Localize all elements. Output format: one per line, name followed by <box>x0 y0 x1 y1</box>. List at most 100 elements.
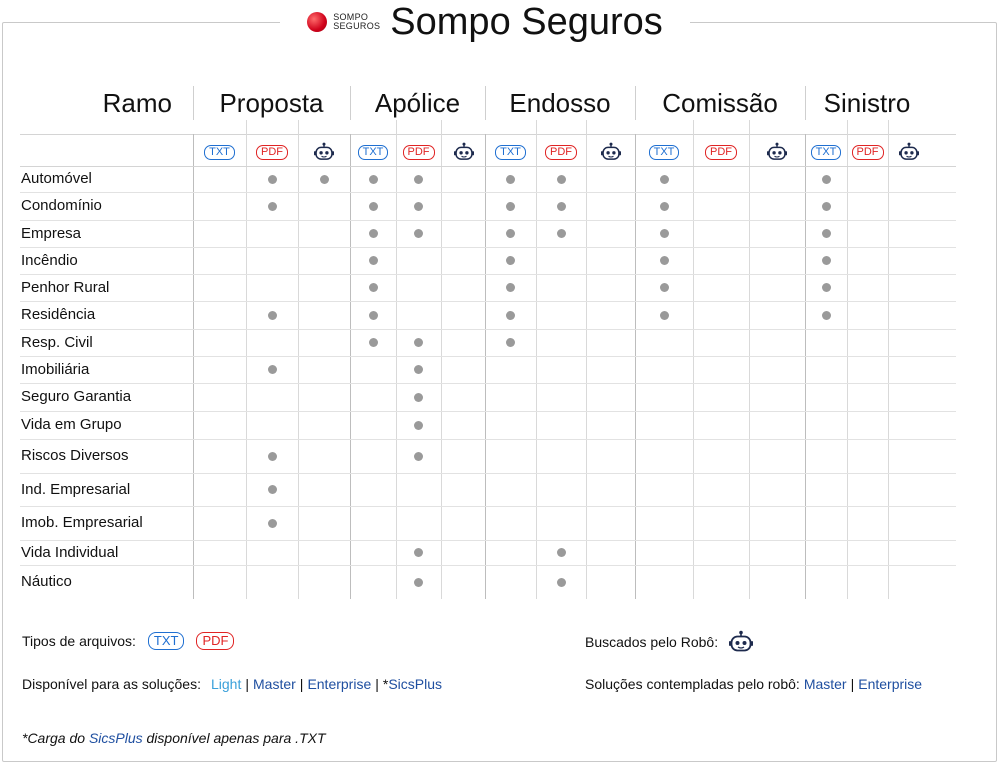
table-row: Automóvel <box>20 166 956 192</box>
availability-dot <box>368 283 378 292</box>
column-divider <box>635 134 636 599</box>
availability-dot <box>368 310 378 320</box>
logo-line1: SOMPO <box>333 12 369 22</box>
availability-dot <box>821 310 831 320</box>
availability-dot <box>506 201 515 211</box>
robot-icon <box>728 630 754 654</box>
availability-dot <box>556 548 566 557</box>
robot-solutions-legend: Soluções contempladas pelo robô: Master … <box>585 676 923 692</box>
row-label: Penhor Rural <box>21 278 110 296</box>
group-separator <box>805 86 806 120</box>
availability-dot <box>414 338 423 347</box>
pdf-column-badge: PDF <box>693 138 749 166</box>
availability-dot <box>556 229 566 238</box>
table-row: Imob. Empresarial <box>20 506 956 540</box>
column-divider <box>749 120 750 599</box>
availability-dot <box>368 229 378 238</box>
availability-dot <box>414 365 423 374</box>
availability-dot <box>368 201 378 211</box>
solutions-label: Disponível para as soluções: <box>22 676 201 692</box>
footnote: *Carga do SicsPlus disponível apenas par… <box>22 730 326 746</box>
table-row: Resp. Civil <box>20 329 956 356</box>
availability-dot <box>659 201 669 211</box>
page-header: SOMPO SEGUROS Sompo Seguros <box>280 0 690 44</box>
row-divider <box>20 565 956 566</box>
group-separator <box>485 86 486 120</box>
table-row: Riscos Diversos <box>20 439 956 473</box>
table-row: Incêndio <box>20 247 956 274</box>
row-divider <box>20 356 956 357</box>
robot-legend-label: Buscados pelo Robô: <box>585 634 719 650</box>
solution-sicsplus: SicsPlus <box>388 676 443 692</box>
row-label: Riscos Diversos <box>21 447 129 464</box>
robot-legend: Buscados pelo Robô: <box>585 630 754 654</box>
txt-column-badge: TXT <box>635 138 693 166</box>
group-header-2: Endosso <box>509 88 611 118</box>
row-divider <box>20 329 956 330</box>
group-separator <box>635 86 636 120</box>
availability-dot <box>659 310 669 320</box>
row-divider <box>20 506 956 507</box>
table-row: Vida em Grupo <box>20 411 956 439</box>
availability-dot <box>267 201 277 211</box>
table-row: Penhor Rural <box>20 274 956 301</box>
table-row: Náutico <box>20 565 956 599</box>
availability-dot <box>267 485 277 494</box>
row-divider <box>20 473 956 474</box>
pdf-column-badge: PDF <box>536 138 586 166</box>
availability-dot <box>414 577 423 587</box>
table-row: Seguro Garantia <box>20 383 956 411</box>
availability-dot <box>267 310 277 320</box>
robot-icon <box>600 142 622 162</box>
availability-dot <box>368 256 378 265</box>
availability-dot <box>821 256 831 265</box>
availability-dot <box>556 201 566 211</box>
availability-dot <box>506 229 515 238</box>
txt-column-badge: TXT <box>350 138 396 166</box>
availability-dot <box>506 310 515 320</box>
column-divider <box>396 120 397 599</box>
robot-icon <box>441 138 486 166</box>
availability-dot <box>414 548 423 557</box>
robot-solution-master: Master <box>803 676 847 692</box>
availability-dot <box>414 229 423 238</box>
logo-line2: SEGUROS <box>333 21 381 31</box>
solution-light: Light <box>211 676 242 692</box>
row-divider <box>20 439 956 440</box>
availability-dot <box>414 392 423 402</box>
pdf-column-badge: PDF <box>246 138 298 166</box>
file-types-legend: Tipos de arquivos: TXT PDF <box>22 632 235 650</box>
solution-master: Master <box>253 676 296 692</box>
file-type-header-row: TXT PDF TXT PDF TXT PDF TXT PDF TXT PDF <box>20 138 956 166</box>
row-divider <box>20 274 956 275</box>
pdf-column-badge: PDF <box>847 138 888 166</box>
column-divider <box>246 120 247 599</box>
row-label: Ind. Empresarial <box>21 480 131 498</box>
availability-dot <box>368 174 378 184</box>
robot-icon <box>766 142 788 162</box>
row-label: Residência <box>21 306 96 323</box>
pdf-badge: PDF <box>196 632 235 650</box>
row-label: Incêndio <box>21 251 78 269</box>
table-row: Imobiliária <box>20 356 956 383</box>
row-divider <box>20 220 956 221</box>
group-header-0: Proposta <box>219 88 324 118</box>
row-label: Condomínio <box>21 197 102 214</box>
column-divider <box>485 134 486 599</box>
row-label: Vida em Grupo <box>21 416 122 433</box>
row-label: Imobiliária <box>21 360 90 378</box>
txt-column-badge: TXT <box>485 138 536 166</box>
file-types-label: Tipos de arquivos: <box>22 633 136 649</box>
column-divider <box>888 120 889 599</box>
table-row: Condomínio <box>20 192 956 220</box>
robot-solutions-label: Soluções contempladas pelo robô: <box>585 676 800 692</box>
availability-dot <box>319 174 329 184</box>
row-label: Resp. Civil <box>21 333 93 351</box>
pdf-column-badge: PDF <box>396 138 441 166</box>
row-divider <box>20 383 956 384</box>
solution-enterprise: Enterprise <box>307 676 372 692</box>
group-separator <box>193 86 194 120</box>
group-header-1: Apólice <box>374 88 461 118</box>
solutions-legend: Disponível para as soluções: Light | Mas… <box>22 676 443 692</box>
group-header-4: Sinistro <box>823 88 911 118</box>
